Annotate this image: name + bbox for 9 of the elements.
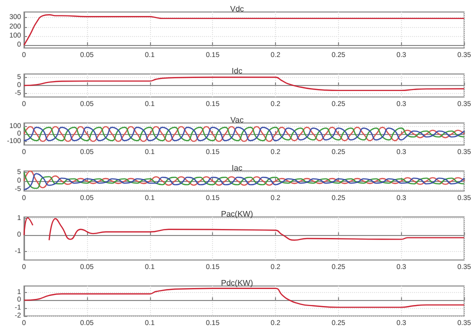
line-series [23, 14, 465, 46]
chart-title: Vac [230, 116, 244, 124]
line-series [23, 76, 465, 92]
chart-title: Iac [232, 164, 242, 172]
line-series [23, 288, 465, 308]
chart-title: Pdc(KW) [221, 278, 254, 288]
chart-title: Vdc [230, 4, 244, 14]
chart-title: Idc [232, 66, 242, 76]
chart-title: Pac(KW) [221, 210, 254, 218]
